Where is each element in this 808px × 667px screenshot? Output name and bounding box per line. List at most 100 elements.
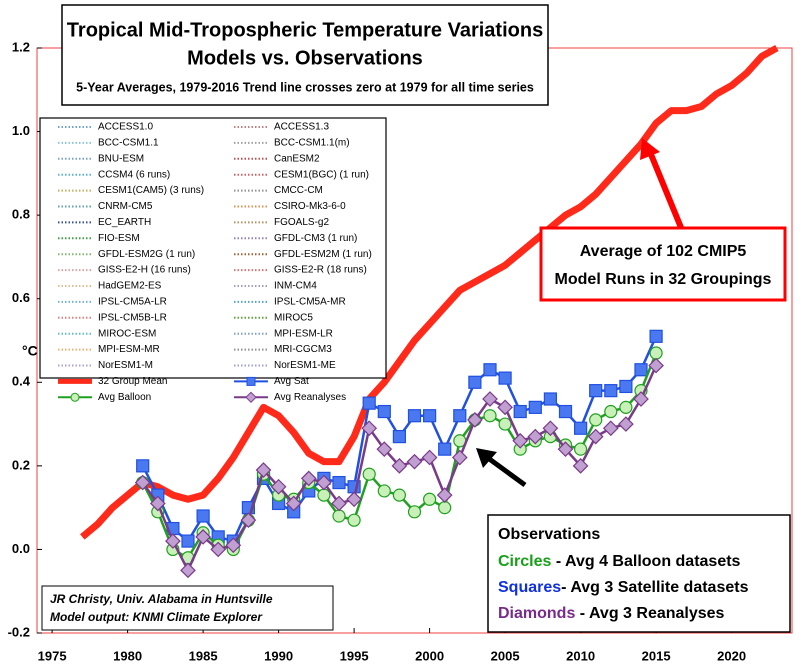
circle-marker: [423, 492, 437, 506]
circle-marker: [649, 346, 663, 360]
circle-marker: [483, 409, 497, 423]
legend-marker: [245, 391, 257, 404]
legend-label: 32 Group Mean: [98, 376, 168, 387]
observations-key: Diamonds: [498, 605, 575, 622]
legend-label: Avg Reanalyses: [274, 392, 346, 403]
circle-marker: [392, 488, 406, 502]
legend-marker: [246, 376, 256, 386]
observations-text: - Avg 3 Satellite datasets: [561, 579, 748, 596]
square-marker: [543, 392, 558, 406]
diamond-marker: [391, 458, 408, 474]
square-marker: [649, 329, 663, 343]
diamond-marker: [165, 533, 181, 549]
square-marker: [634, 363, 648, 377]
legend-label: HadGEM2-ES: [98, 281, 162, 292]
legend-box: [39, 117, 387, 379]
credit-text: Model output: KNMI Climate Explorer: [50, 610, 263, 624]
diamond-marker: [134, 474, 151, 491]
x-tick-label: 2010: [566, 648, 595, 663]
circle-marker: [438, 501, 452, 515]
circle-marker: [604, 404, 618, 419]
circle-marker: [317, 488, 331, 502]
chart-title: Tropical Mid-Tropospheric Temperature Va…: [67, 19, 543, 41]
diamond-marker: [376, 441, 393, 457]
diamond-marker: [406, 453, 423, 470]
y-tick-label: 0.6: [12, 290, 30, 305]
arrow-head: [476, 448, 497, 468]
legend-label: CSIRO-Mk3-6-0: [274, 201, 346, 212]
y-tick-label: 1.2: [12, 39, 30, 54]
observations-key: Squares: [498, 579, 561, 596]
diamond-marker: [346, 491, 362, 508]
y-tick-label: 0.4: [12, 374, 31, 389]
diamond-marker: [180, 562, 196, 579]
circle-marker: [498, 417, 512, 431]
square-marker: [332, 475, 346, 490]
diamond-marker: [361, 420, 378, 437]
x-tick-label: 1985: [189, 648, 218, 663]
y-tick-label: 0.0: [12, 541, 30, 556]
legend-label: MPI-ESM-LR: [274, 328, 333, 339]
legend-marker: [70, 392, 80, 402]
legend-label: EC_EARTH: [98, 217, 151, 228]
y-tick-label: -0.2: [8, 624, 30, 639]
diamond-marker: [557, 441, 574, 457]
observations-box: [487, 514, 791, 633]
diamond-marker: [331, 495, 347, 512]
y-tick-label: 0.2: [12, 457, 30, 472]
diamond-marker: [195, 529, 211, 545]
series-line: [80, 44, 779, 540]
legend-label: IPSL-CM5B-LR: [98, 312, 167, 323]
diamond-marker: [421, 449, 438, 466]
diamond-marker: [225, 537, 242, 554]
y-tick-label: 0.8: [12, 207, 30, 222]
circle-marker: [332, 509, 346, 523]
circle-marker: [362, 467, 376, 481]
legend-label: IPSL-CM5A-MR: [274, 297, 346, 308]
diamond-marker: [240, 512, 257, 529]
credit-text: JR Christy, Univ. Alabama in Huntsville: [50, 592, 273, 606]
square-marker: [483, 363, 497, 377]
credit-box: [41, 585, 334, 631]
diamond-marker: [587, 428, 604, 445]
diamond-marker: [542, 420, 559, 437]
diamond-marker: [527, 428, 544, 445]
plot: -0.2 0.0 0.2 0.4 0.6 0.8 1.0 1.2 1975 1980 1985 199…: [8, 39, 793, 663]
callout-text: Model Runs in 32 Groupings: [555, 271, 772, 288]
observations-item: Diamonds - Avg 3 Reanalyses: [498, 605, 725, 622]
diamond-marker: [633, 391, 649, 407]
square-marker: [604, 384, 618, 398]
chart-title: Models vs. Observations: [187, 47, 423, 69]
diamond-marker: [451, 449, 468, 466]
square-marker: [438, 442, 452, 456]
chart-subtitle: 5-Year Averages, 1979-2016 Trend line cr…: [76, 80, 534, 94]
legend-label: CanESM2: [274, 153, 320, 164]
observations-text: - Avg 3 Reanalyses: [575, 605, 724, 622]
x-tick-label: 1975: [38, 648, 67, 663]
square-marker: [377, 404, 391, 419]
observations-list: Circles - Avg 4 Balloon datasetsSquares-…: [498, 553, 749, 622]
square-marker: [423, 409, 437, 423]
diamond-marker: [482, 391, 498, 407]
title-box: [61, 4, 549, 106]
legend-label: INM-CM4: [274, 281, 317, 292]
legend-label: Avg Sat: [274, 376, 309, 387]
diamond-marker: [618, 416, 634, 432]
legend-label: IPSL-CM5A-LR: [98, 297, 167, 308]
legend-label: FGOALS-g2: [274, 217, 329, 228]
square-marker: [407, 409, 422, 423]
arrow-head: [640, 138, 660, 160]
legend-label: Avg Balloon: [98, 392, 151, 403]
legend: ACCESS1.0 BCC-CSM1.1 BNU-ESM CCSM4 (6 runs)…: [39, 117, 387, 404]
square-marker: [589, 384, 603, 398]
square-marker: [196, 509, 210, 523]
legend-label: CCSM4 (6 runs): [98, 169, 170, 180]
legend-label: CNRM-CM5: [98, 201, 153, 212]
square-marker: [498, 371, 512, 385]
legend-label: BNU-ESM: [98, 153, 144, 164]
diamond-marker: [210, 541, 227, 558]
legend-label: ACCESS1.3: [274, 122, 329, 133]
callout-box: [539, 226, 787, 302]
diamond-marker: [512, 432, 529, 449]
